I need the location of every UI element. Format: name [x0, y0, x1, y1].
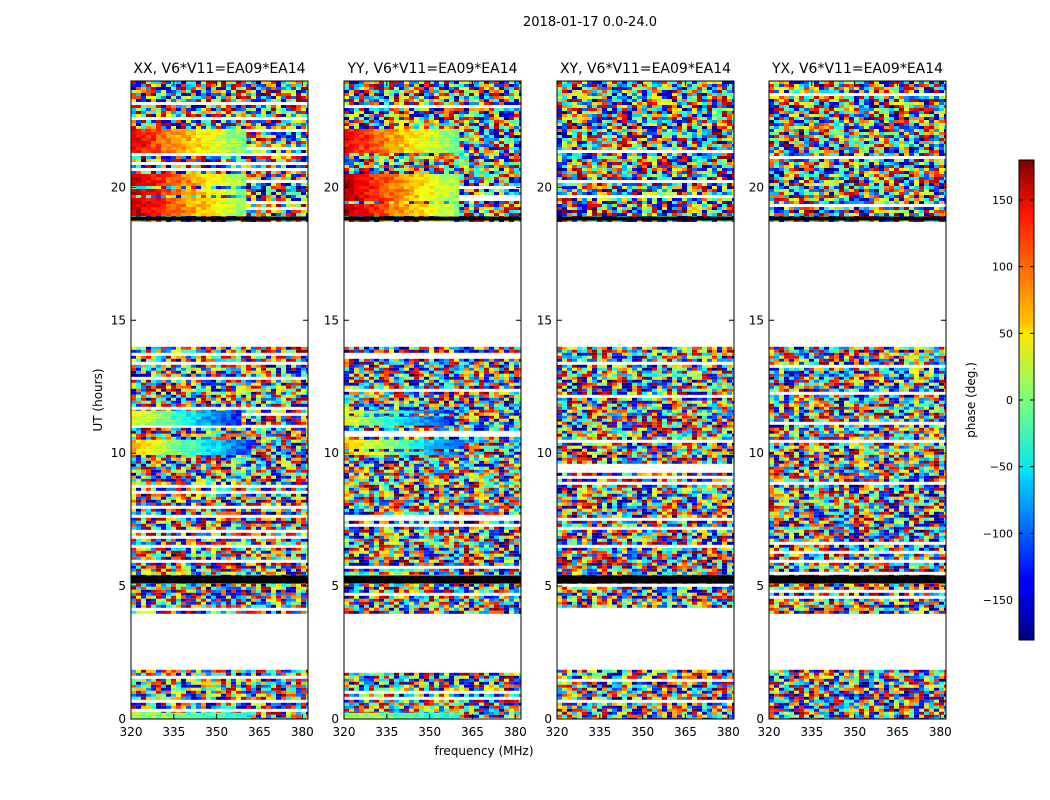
panels: XX, V6*V11=EA09*EA14 320 335 350 365 380 0 5 10 1…	[111, 61, 952, 739]
colorbar-label: phase (deg.)	[964, 362, 978, 438]
panel-title: XX, V6*V11=EA09*EA14	[133, 61, 305, 77]
panel-yx: YX, V6*V11=EA09*EA14 320 335 350 365 380 0 5 10 1…	[749, 61, 952, 739]
phase-image	[131, 81, 308, 719]
x-tick-label: 350	[205, 725, 228, 739]
colorbar-tick-label: −150	[983, 594, 1013, 607]
x-tick-label: 365	[674, 725, 697, 739]
colorbar-tick-label: 150	[992, 194, 1013, 207]
y-tick-label: 0	[544, 712, 552, 726]
x-tick-label: 365	[886, 725, 909, 739]
x-tick-label: 365	[461, 725, 484, 739]
x-tick-label: 320	[546, 725, 569, 739]
y-tick-label: 10	[749, 446, 764, 460]
panel-frame	[556, 80, 735, 720]
y-tick-label: 20	[749, 180, 764, 194]
y-tick-label: 10	[324, 446, 339, 460]
colorbar: −150 −100 −50 0 50 100 150	[983, 159, 1035, 641]
colorbar-tick-label: 100	[992, 261, 1013, 274]
y-tick-label: 20	[537, 180, 552, 194]
y-tick-label: 0	[118, 712, 126, 726]
suptitle: 2018-01-17 0.0-24.0	[523, 15, 657, 30]
colorbar-tick-label: −100	[983, 527, 1013, 540]
panel-title: XY, V6*V11=EA09*EA14	[560, 61, 731, 77]
panel-yy: YY, V6*V11=EA09*EA14 320 335 350 365 380 0 5 10 1…	[324, 61, 527, 739]
x-tick-label: 335	[588, 725, 611, 739]
y-tick-label: 15	[749, 313, 764, 327]
panel-frame	[768, 80, 947, 720]
x-tick-label: 350	[843, 725, 866, 739]
x-tick-label: 380	[504, 725, 527, 739]
panel-frame	[130, 80, 309, 720]
x-tick-label: 380	[291, 725, 314, 739]
y-tick-label: 20	[324, 180, 339, 194]
panel-frame	[343, 80, 522, 720]
x-tick-label: 335	[375, 725, 398, 739]
y-tick-label: 10	[111, 446, 126, 460]
y-tick-label: 0	[331, 712, 339, 726]
panel-xy: XY, V6*V11=EA09*EA14 320 335 350 365 380 0 5 10 1…	[537, 61, 740, 739]
y-tick-label: 5	[118, 579, 126, 593]
y-tick-label: 0	[756, 712, 764, 726]
panel-title: YX, V6*V11=EA09*EA14	[771, 61, 943, 77]
x-tick-label: 350	[418, 725, 441, 739]
x-tick-label: 320	[120, 725, 143, 739]
colorbar-tick-label: −50	[990, 461, 1013, 474]
x-axis-label: frequency (MHz)	[434, 744, 533, 758]
y-tick-label: 5	[756, 579, 764, 593]
phase-image	[557, 81, 734, 719]
x-tick-label: 380	[929, 725, 952, 739]
colorbar-tick-label: 0	[1006, 394, 1013, 407]
y-tick-label: 5	[544, 579, 552, 593]
phase-image	[344, 81, 521, 719]
y-tick-label: 15	[111, 313, 126, 327]
y-tick-label: 15	[324, 313, 339, 327]
y-axis-label: UT (hours)	[91, 368, 105, 431]
x-tick-label: 365	[248, 725, 271, 739]
y-tick-label: 20	[111, 180, 126, 194]
x-tick-label: 335	[800, 725, 823, 739]
colorbar-tick-label: 50	[999, 327, 1013, 340]
y-tick-label: 10	[537, 446, 552, 460]
x-tick-label: 335	[162, 725, 185, 739]
panel-xx: XX, V6*V11=EA09*EA14 320 335 350 365 380 0 5 10 1…	[111, 61, 314, 739]
y-tick-label: 15	[537, 313, 552, 327]
x-tick-label: 350	[631, 725, 654, 739]
panel-title: YY, V6*V11=EA09*EA14	[346, 61, 517, 77]
y-tick-label: 5	[331, 579, 339, 593]
x-tick-label: 320	[333, 725, 356, 739]
x-tick-label: 380	[717, 725, 740, 739]
x-tick-label: 320	[758, 725, 781, 739]
phase-image	[769, 81, 946, 719]
